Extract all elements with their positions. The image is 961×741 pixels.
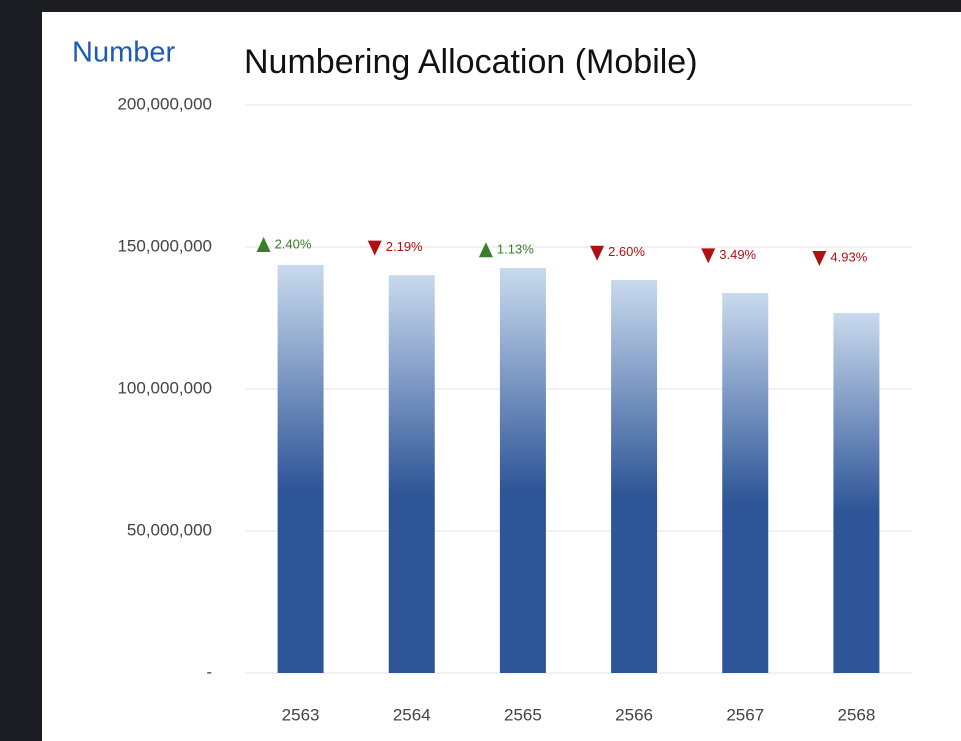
change-label: 3.49% [719, 247, 756, 262]
bar [388, 275, 435, 673]
change-label: 2.40% [275, 236, 312, 251]
y-axis-label: Number [72, 37, 175, 69]
y-tick-label: 50,000,000 [127, 520, 212, 539]
x-tick-label: 2564 [393, 705, 431, 724]
y-tick-label: 150,000,000 [117, 236, 212, 255]
x-tick-label: 2568 [838, 705, 876, 724]
change-label: 2.60% [608, 244, 645, 259]
y-tick-label: - [206, 662, 212, 681]
x-tick-label: 2565 [504, 705, 542, 724]
change-arrow [256, 237, 271, 252]
x-tick-label: 2567 [726, 705, 764, 724]
change-arrow [812, 251, 827, 266]
change-label: 2.19% [386, 239, 423, 254]
change-arrow [478, 242, 493, 258]
x-tick-label: 2563 [282, 705, 320, 724]
x-tick-label: 2566 [615, 705, 653, 724]
change-arrow [701, 248, 716, 264]
bar [277, 264, 324, 673]
bar [611, 279, 658, 673]
bar [499, 268, 546, 673]
change-label: 1.13% [497, 242, 534, 257]
change-label: 4.93% [830, 249, 867, 264]
y-tick-label: 100,000,000 [117, 378, 212, 397]
y-tick-label: 200,000,000 [117, 94, 212, 113]
bar [722, 293, 769, 673]
change-arrow [367, 240, 382, 256]
change-arrow [590, 245, 605, 261]
bar [833, 312, 880, 673]
chart-title: Numbering Allocation (Mobile) [244, 43, 698, 81]
